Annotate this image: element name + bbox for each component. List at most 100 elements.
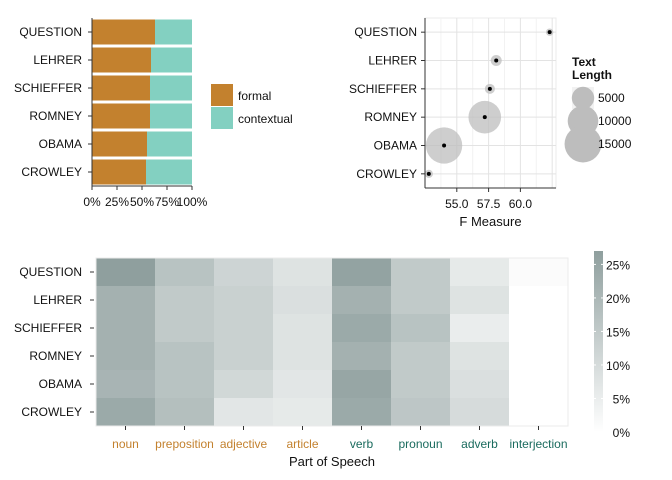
- legend-label: 10000: [598, 114, 632, 128]
- legend-title: Text Length: [572, 55, 612, 82]
- colorbar-label: 0%: [613, 426, 631, 440]
- colorbar-label: 10%: [606, 359, 630, 373]
- x-tick-label: verb: [350, 437, 374, 451]
- heat-cell: [509, 342, 569, 371]
- bar-contextual: [150, 103, 192, 129]
- heat-cell: [509, 258, 569, 287]
- y-tick-label: ROMNEY: [364, 110, 417, 124]
- heat-cell: [155, 258, 215, 287]
- bar-contextual: [151, 47, 192, 73]
- center-point: [487, 86, 492, 91]
- y-tick-label: ROMNEY: [29, 109, 82, 123]
- heat-cell: [332, 258, 392, 287]
- legend-label: 5000: [598, 91, 625, 105]
- bar-formal: [92, 47, 151, 73]
- heat-cell: [155, 314, 215, 343]
- heat-cell: [509, 314, 569, 343]
- x-tick-label: noun: [112, 437, 139, 451]
- bar-formal: [92, 131, 147, 157]
- heat-cell: [214, 314, 274, 343]
- legend-key-formal: [211, 84, 233, 106]
- y-tick-label: QUESTION: [354, 25, 417, 39]
- heat-cell: [391, 398, 451, 427]
- colorbar-label: 25%: [606, 258, 630, 272]
- heat-cell: [96, 314, 156, 343]
- bar-contextual: [147, 131, 192, 157]
- center-point: [442, 143, 447, 148]
- y-tick-label: OBAMA: [39, 137, 82, 151]
- heat-cell: [391, 286, 451, 315]
- colorbar-label: 5%: [613, 392, 631, 406]
- legend-key-contextual: [211, 107, 233, 129]
- heat-cell: [509, 286, 569, 315]
- heat-cell: [391, 342, 451, 371]
- heat-cell: [450, 286, 510, 315]
- y-tick-label: OBAMA: [374, 139, 417, 153]
- y-tick-label: OBAMA: [39, 377, 82, 391]
- legend-key-point: [564, 125, 602, 163]
- heat-cell: [450, 314, 510, 343]
- legend-label: contextual: [238, 112, 293, 126]
- y-tick-label: SCHIEFFER: [14, 81, 82, 95]
- heat-cell: [155, 398, 215, 427]
- heat-cell: [155, 286, 215, 315]
- bar-formal: [92, 103, 150, 129]
- y-tick-label: LEHRER: [33, 53, 82, 67]
- y-tick-label: SCHIEFFER: [349, 82, 417, 96]
- heat-cell: [96, 342, 156, 371]
- proportion-bar-chart: QUESTION LEHRER SCHIEFFER ROMNEY OBAMA CROWLE…: [14, 18, 293, 209]
- x-axis-title: Part of Speech: [289, 454, 375, 469]
- y-tick-label: QUESTION: [19, 265, 82, 279]
- center-point: [482, 115, 487, 120]
- heat-cell: [214, 342, 274, 371]
- heat-cell: [332, 370, 392, 399]
- y-tick-label: ROMNEY: [29, 349, 82, 363]
- y-tick-label: CROWLEY: [356, 167, 417, 181]
- x-tick-label: article: [286, 437, 318, 451]
- bar-formal: [92, 159, 146, 185]
- heat-cell: [96, 370, 156, 399]
- heat-cell: [450, 258, 510, 287]
- heat-cell: [273, 258, 333, 287]
- heat-cell: [332, 398, 392, 427]
- x-tick-label: 0%: [83, 195, 101, 209]
- heat-cell: [273, 314, 333, 343]
- heat-cell: [391, 370, 451, 399]
- heat-cell: [450, 370, 510, 399]
- heat-cell: [332, 314, 392, 343]
- heat-cell: [509, 370, 569, 399]
- legend-label: formal: [238, 89, 271, 103]
- x-tick-label: 75%: [155, 195, 179, 209]
- bar-formal: [92, 75, 150, 101]
- colorbar-label: 15%: [606, 325, 630, 339]
- legend-label: 15000: [598, 137, 632, 151]
- heat-cell: [273, 286, 333, 315]
- heat-cell: [450, 398, 510, 427]
- center-point: [494, 58, 499, 63]
- heat-cell: [96, 286, 156, 315]
- heat-cell: [214, 370, 274, 399]
- center-point: [547, 30, 552, 35]
- f-measure-dot-plot: QUESTION LEHRER SCHIEFFER ROMNEY OBAMA CROWLE…: [349, 17, 632, 229]
- x-tick-label: interjection: [509, 437, 567, 451]
- heat-cell: [509, 398, 569, 427]
- heatmap-border: [95, 257, 569, 427]
- y-tick-label: LEHRER: [368, 54, 417, 68]
- heat-cell: [214, 286, 274, 315]
- heat-cell: [332, 286, 392, 315]
- x-tick-label: adverb: [461, 437, 498, 451]
- x-tick-label: 57.5: [477, 197, 501, 211]
- colorbar: [594, 251, 603, 432]
- y-tick-label: LEHRER: [33, 293, 82, 307]
- center-point: [426, 171, 431, 176]
- y-tick-label: CROWLEY: [21, 405, 82, 419]
- heat-cell: [214, 258, 274, 287]
- heat-cell: [391, 314, 451, 343]
- x-tick-label: 50%: [130, 195, 154, 209]
- y-tick-label: CROWLEY: [21, 165, 82, 179]
- heat-cell: [155, 342, 215, 371]
- heat-cell: [273, 370, 333, 399]
- bar-formal: [92, 19, 155, 45]
- legend-key-point: [571, 86, 595, 110]
